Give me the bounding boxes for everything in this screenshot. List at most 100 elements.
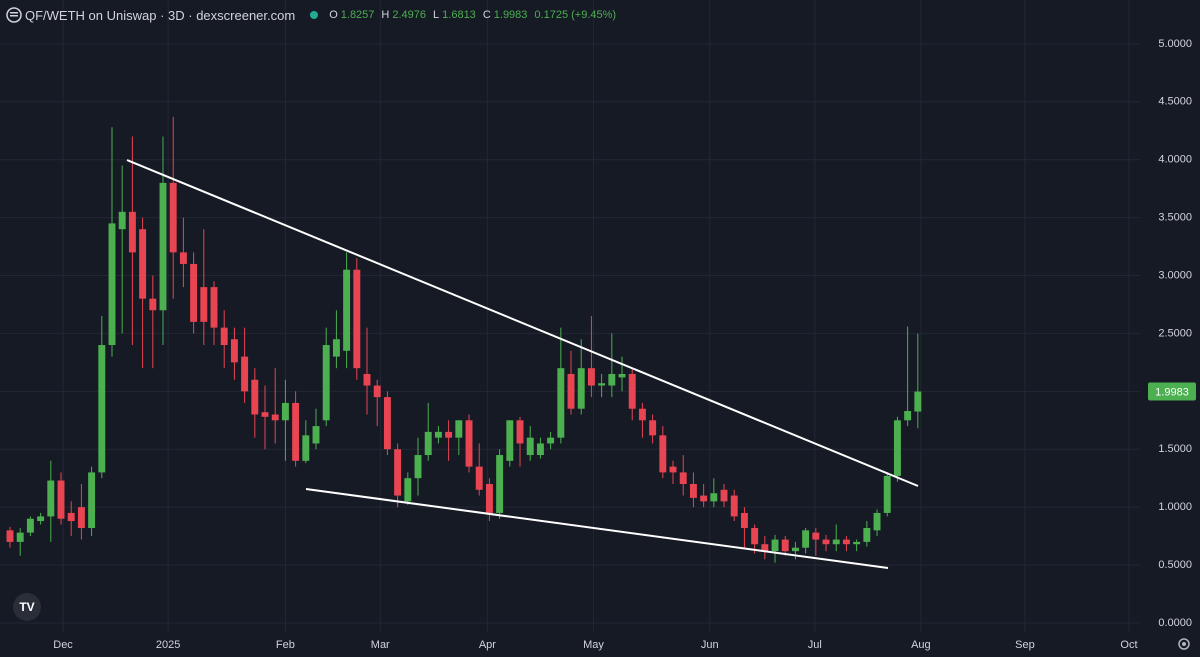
price-axis-bg [1140, 0, 1200, 657]
x-tick-label: May [583, 639, 604, 651]
candle-body [394, 449, 402, 496]
low-label: L [433, 9, 440, 21]
candle-body [332, 339, 340, 357]
candle-body [190, 263, 198, 322]
candle-body [179, 252, 187, 264]
candle-body [812, 532, 820, 540]
candle-body [822, 539, 830, 545]
candle-body [292, 402, 300, 461]
symbol-title: QF/WETH on Uniswap · 3D · dexscreener.co… [25, 7, 296, 23]
y-tick-label: 0.5000 [1158, 559, 1192, 571]
y-tick-label: 0.0000 [1158, 617, 1192, 629]
candle-body [241, 356, 249, 392]
candle-body [873, 512, 881, 531]
candle-body [649, 420, 657, 436]
candle-body [200, 287, 208, 322]
candle-body [802, 530, 810, 548]
x-tick-label: Apr [479, 639, 496, 651]
candle-body [353, 269, 361, 369]
candle-body [842, 539, 850, 545]
candle-body [169, 182, 177, 253]
candle-body [210, 287, 218, 328]
y-tick-label: 3.5000 [1158, 212, 1192, 224]
close-value: 1.9983 [493, 9, 528, 21]
candle-body [251, 379, 259, 415]
candle-body [230, 339, 238, 363]
candle-body [16, 532, 24, 542]
candle-body [383, 397, 391, 450]
candle-body [669, 466, 677, 473]
candle-body [832, 539, 840, 545]
candle-body [37, 516, 45, 522]
candle-body [261, 412, 269, 417]
candle-body [577, 368, 585, 409]
candle-body [465, 420, 473, 467]
candle-body [740, 512, 748, 528]
y-tick-label: 2.5000 [1158, 327, 1192, 339]
trend-line-lower [305, 488, 889, 569]
change-value: 0.1725 (+9.45%) [534, 9, 617, 21]
candle-body [761, 544, 769, 552]
candle-body [404, 478, 412, 502]
candle-body [893, 420, 901, 476]
x-tick-label: Sep [1015, 639, 1035, 651]
tv-logo: TV [13, 593, 41, 621]
status-dot [310, 11, 319, 19]
candle-body [914, 391, 922, 412]
candle-body [628, 373, 636, 409]
x-tick-label: Jun [701, 639, 719, 651]
high-value: 2.4976 [392, 9, 427, 21]
candle-body [455, 420, 463, 438]
symbol-icon [6, 7, 22, 23]
open-value: 1.8257 [340, 9, 375, 21]
candle-body [220, 327, 228, 346]
last-price-label: 1.9983 [1155, 386, 1189, 398]
trend-line-upper [126, 159, 919, 487]
candle-body [271, 414, 279, 421]
candle-body [434, 431, 442, 438]
candle-body [343, 269, 351, 351]
candle-body [322, 345, 330, 421]
settings-icon[interactable] [1178, 638, 1190, 650]
candle-body [679, 472, 687, 484]
candle-body [108, 223, 116, 346]
candle-body [373, 385, 381, 398]
candle-body [863, 527, 871, 542]
candle-body [516, 420, 524, 444]
candle-body [149, 298, 157, 311]
y-tick-label: 1.0000 [1158, 501, 1192, 513]
candle-body [720, 489, 728, 502]
candle-body [475, 466, 483, 490]
candle-body [710, 493, 718, 502]
candle-body [791, 547, 799, 552]
candle-body [159, 182, 167, 311]
candle-body [57, 480, 65, 519]
candle-body [700, 495, 708, 502]
candle-body [139, 229, 147, 299]
candle-body [445, 431, 453, 438]
candle-body [638, 408, 646, 421]
svg-text:TV: TV [19, 600, 34, 614]
candle-body [118, 211, 126, 230]
candle-body [98, 345, 106, 473]
low-value: 1.6813 [442, 9, 476, 21]
x-tick-label: Mar [371, 639, 390, 651]
candle-body [598, 383, 606, 386]
x-tick-label: Feb [276, 639, 295, 651]
candle-body [485, 483, 493, 513]
candle-body [587, 368, 595, 386]
candle-body [414, 455, 422, 479]
y-tick-label: 5.0000 [1158, 38, 1192, 50]
candle-body [67, 512, 75, 522]
candle-body [363, 373, 371, 386]
candle-body [128, 211, 136, 253]
candle-body [526, 437, 534, 456]
close-label: C [482, 9, 491, 21]
x-tick-label: 2025 [156, 639, 180, 651]
candle-body [496, 455, 504, 513]
y-tick-label: 3.0000 [1158, 269, 1192, 281]
candle-body [730, 495, 738, 517]
candle-body [567, 373, 575, 409]
candle-body [904, 411, 912, 421]
